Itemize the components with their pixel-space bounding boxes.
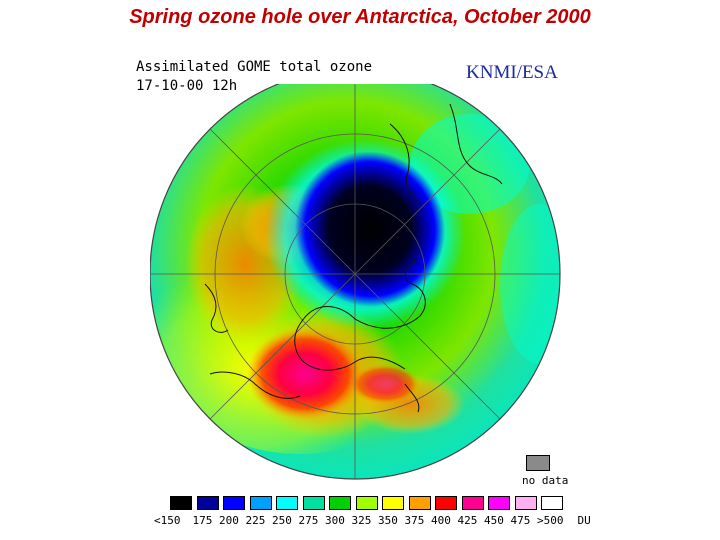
legend-swatch <box>170 496 192 510</box>
graticule <box>150 84 560 479</box>
legend-labels: <150 175 200 225 250 275 300 325 350 375 400 425 450… <box>150 514 600 530</box>
legend-label: <150 <box>154 514 181 527</box>
legend-label: 400 <box>431 514 451 527</box>
legend-swatch <box>196 496 219 510</box>
legend-label: 475 <box>510 514 531 527</box>
coastlines <box>204 103 503 413</box>
legend-label: 275 <box>298 514 319 527</box>
legend-swatch <box>302 496 325 510</box>
ozone-polar-map <box>150 84 561 480</box>
legend-label: 450 <box>484 514 504 527</box>
legend-label: 200 <box>219 514 239 527</box>
legend-label: 325 <box>351 514 372 527</box>
legend-swatch <box>514 496 537 510</box>
legend-label: 375 <box>404 514 425 527</box>
no-data-swatch <box>526 455 550 471</box>
legend-label: 250 <box>272 514 292 527</box>
legend-swatch <box>329 496 351 510</box>
legend-swatch <box>223 496 245 510</box>
map-header-product: Assimilated GOME total ozone <box>136 59 373 75</box>
legend-swatch <box>408 496 431 510</box>
legend-label: 300 <box>325 514 345 527</box>
legend-swatch <box>541 496 563 510</box>
legend-swatch <box>249 496 272 510</box>
legend-label: >500 <box>537 514 564 527</box>
legend-swatch <box>435 496 457 510</box>
map-header-datetime: 17-10-00 12h <box>136 78 238 94</box>
legend-label: 225 <box>245 514 266 527</box>
map-credit: KNMI/ESA <box>466 62 558 83</box>
ozone-field <box>150 84 560 479</box>
legend-swatch <box>355 496 378 510</box>
legend-label: 175 <box>192 514 213 527</box>
legend-swatch <box>488 496 510 510</box>
map-header: Assimilated GOME total ozone 17-10-00 12… <box>136 58 372 96</box>
slide-title: Spring ozone hole over Antarctica, Octob… <box>129 6 591 28</box>
legend-label: 350 <box>378 514 398 527</box>
legend-swatch <box>382 496 404 510</box>
legend-swatch <box>276 496 298 510</box>
legend-unit: DU <box>577 514 591 527</box>
legend-label: 425 <box>457 514 478 527</box>
legend-swatch <box>461 496 484 510</box>
no-data-label: no data <box>522 474 569 487</box>
